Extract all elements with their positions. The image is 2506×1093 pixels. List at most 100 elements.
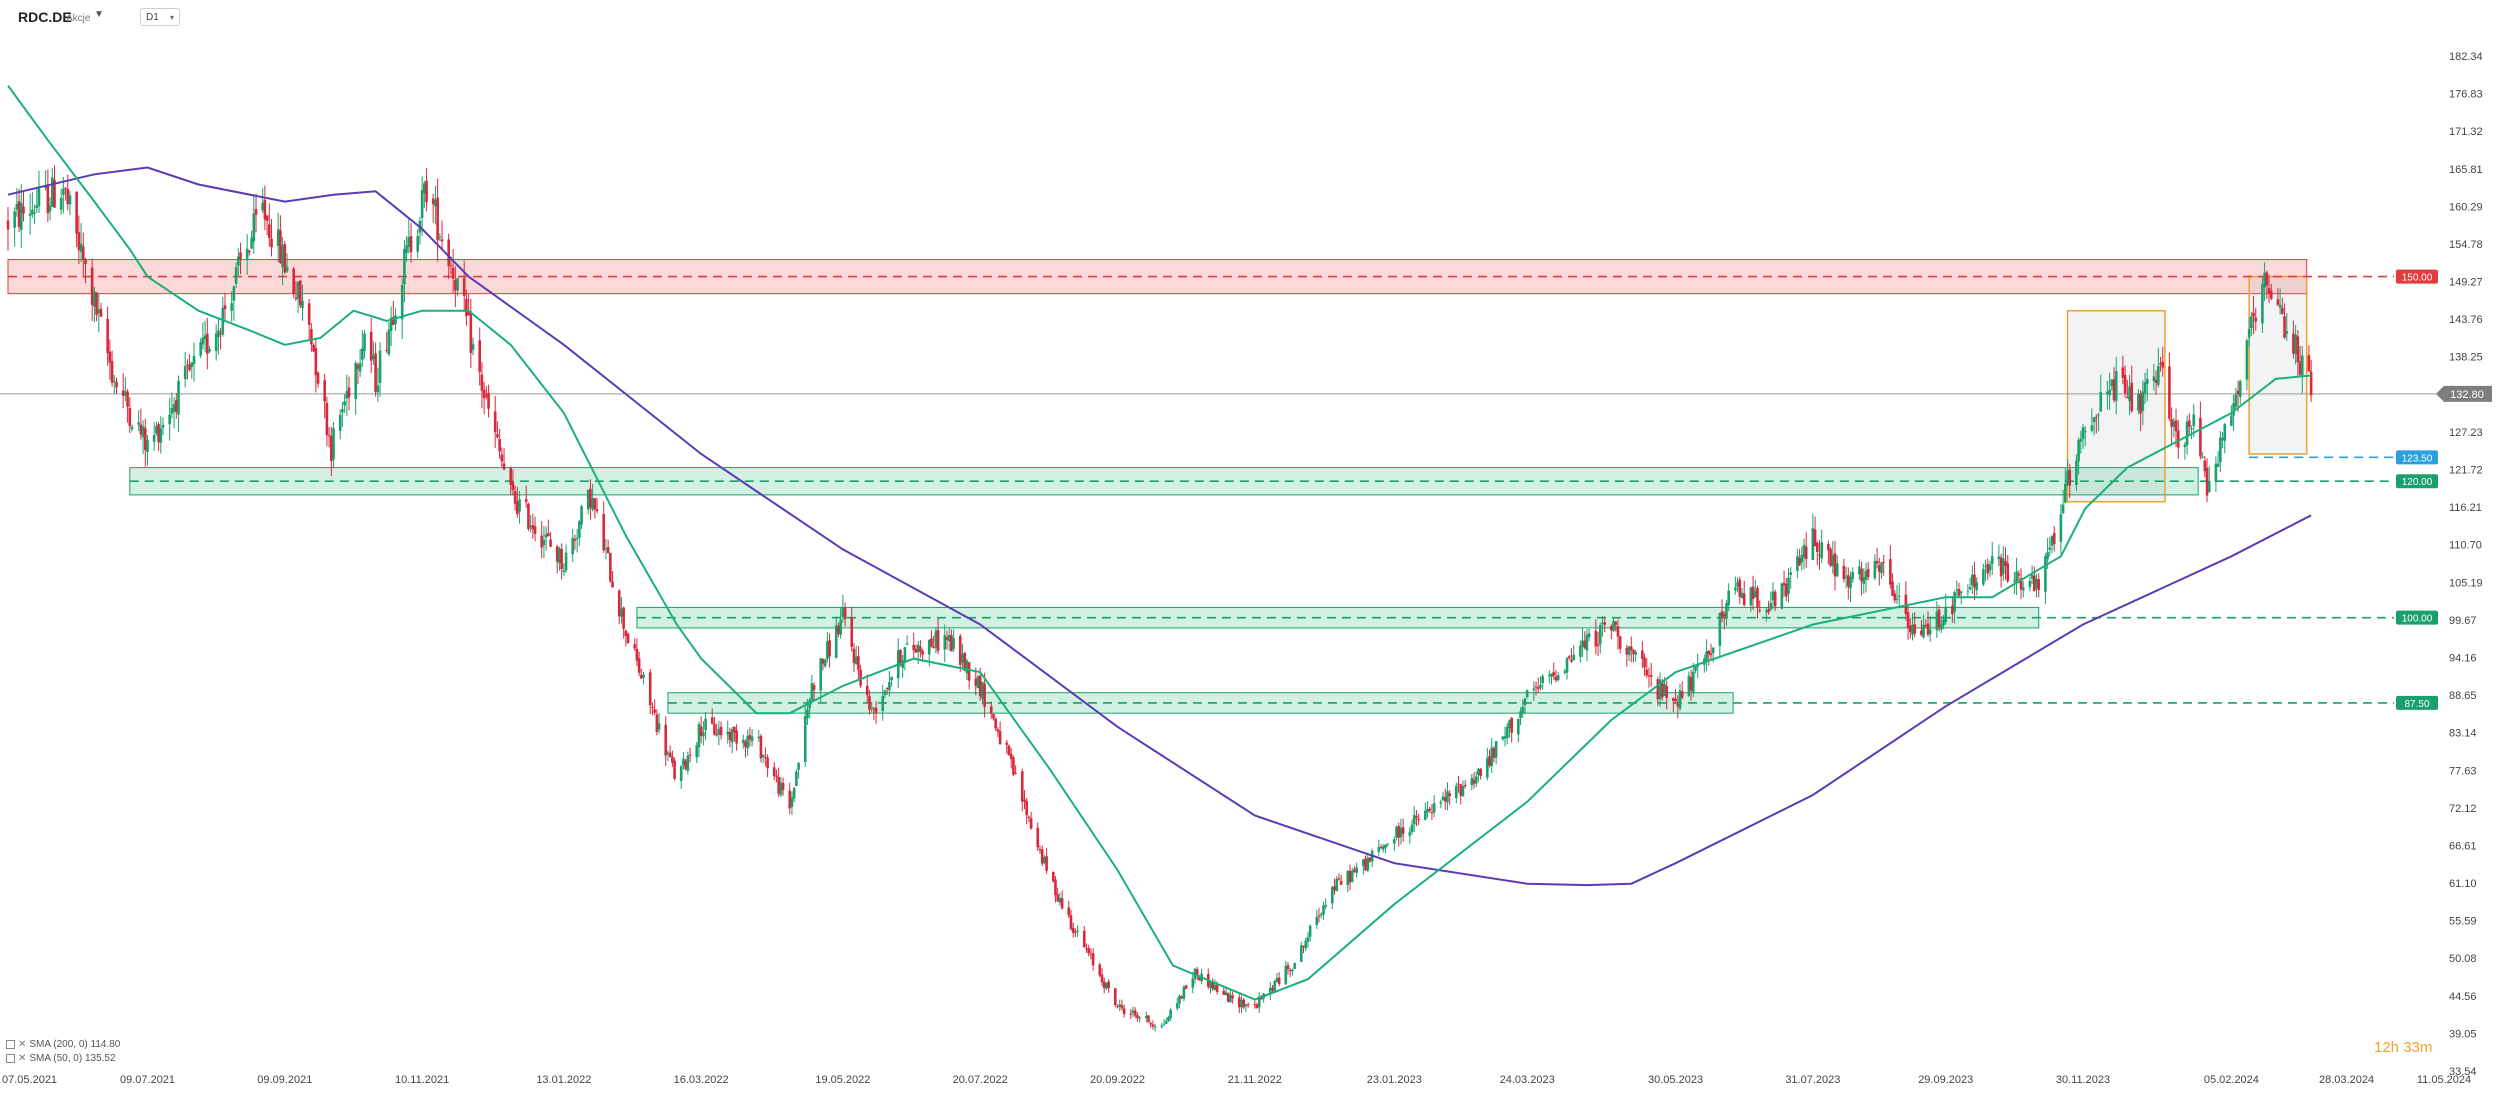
- candle-body: [2309, 371, 2313, 396]
- candle-body: [1136, 1015, 1139, 1019]
- candle-body: [1463, 784, 1467, 786]
- candle-body: [746, 735, 749, 749]
- candle-body: [1182, 986, 1186, 999]
- candle-body: [374, 353, 377, 392]
- candle-body: [961, 654, 964, 663]
- candle-body: [137, 422, 140, 425]
- candle-body: [234, 267, 238, 284]
- level-tag-label: 87.50: [2404, 699, 2429, 710]
- candle-body: [757, 736, 761, 738]
- candle-body: [1058, 898, 1062, 903]
- candle-body: [620, 608, 623, 617]
- candle-body: [1581, 640, 1584, 647]
- candle-body: [1864, 571, 1868, 580]
- candle-body: [1616, 626, 1620, 637]
- candle-body: [478, 340, 481, 373]
- candle-body: [1508, 720, 1511, 729]
- time-tick-label: 28.03.2024: [2319, 1074, 2374, 1086]
- candle-body: [602, 514, 606, 551]
- candle-body: [2192, 414, 2196, 427]
- candle-body: [965, 660, 969, 674]
- candle-body: [294, 297, 298, 299]
- candle-body: [1521, 707, 1525, 714]
- candle-body: [821, 658, 825, 664]
- candle-body: [2307, 355, 2311, 372]
- interval-value: D1: [146, 12, 159, 23]
- candle-body: [2077, 440, 2080, 462]
- candle-body: [571, 537, 575, 555]
- close-icon[interactable]: ✕: [18, 1053, 27, 1064]
- candle-body: [19, 202, 23, 230]
- candle-body: [2254, 317, 2258, 322]
- price-tick-label: 99.67: [2449, 615, 2477, 627]
- candle-body: [2300, 355, 2304, 377]
- candle-body: [33, 212, 36, 214]
- candle-body: [761, 754, 765, 757]
- candle-body: [2015, 571, 2018, 582]
- symbol-dropdown-icon[interactable]: ▼: [94, 9, 104, 20]
- candle-body: [1756, 587, 1759, 608]
- legend-sma50[interactable]: ✕ SMA (50, 0) 135.52: [6, 1053, 116, 1064]
- candle-body: [1244, 1004, 1248, 1007]
- candle-body: [989, 706, 993, 714]
- candle-body: [1255, 1004, 1259, 1009]
- candle-body: [555, 546, 559, 562]
- candle-body: [686, 755, 690, 771]
- candle-body: [1348, 870, 1352, 883]
- candle-body: [276, 229, 280, 247]
- candle-body: [885, 688, 889, 690]
- candle-body: [2030, 574, 2034, 579]
- candle-body: [1908, 625, 1912, 633]
- candle-body: [1552, 672, 1556, 676]
- candle-body: [1942, 619, 1945, 626]
- candle-body: [363, 333, 366, 351]
- candle-body: [1696, 664, 1699, 667]
- interval-select[interactable]: D1 ▾: [140, 8, 180, 26]
- symbol-label[interactable]: RDC.DE: [18, 9, 72, 25]
- candle-body: [1953, 592, 1956, 612]
- candle-body: [958, 636, 962, 665]
- candle-body: [624, 630, 628, 636]
- candle-body: [996, 729, 1000, 732]
- candle-body: [126, 391, 129, 407]
- candle-body: [1893, 593, 1897, 601]
- candle-body: [296, 282, 300, 300]
- candle-body: [330, 436, 333, 462]
- candle-body: [232, 286, 236, 301]
- candle-body: [496, 434, 499, 438]
- candle-body: [715, 734, 718, 736]
- candle-body: [622, 607, 625, 629]
- toggle-icon[interactable]: [6, 1039, 15, 1049]
- legend-sma200[interactable]: ✕ SMA (200, 0) 114.80: [6, 1039, 120, 1050]
- close-icon[interactable]: ✕: [18, 1039, 27, 1050]
- candle-body: [1928, 629, 1932, 635]
- candle-body: [1694, 666, 1697, 671]
- candle-body: [1709, 653, 1713, 656]
- candle-body: [943, 635, 947, 650]
- candle-body: [1494, 741, 1498, 758]
- candle-body: [2232, 403, 2235, 416]
- levels-layer: 150.00 123.50 120.00 100.00 87.50 132.80: [0, 269, 2492, 710]
- candle-body: [1105, 982, 1108, 989]
- candle-body: [183, 366, 187, 379]
- candle-body: [95, 292, 98, 315]
- candle-body: [617, 590, 621, 617]
- candle-body: [312, 345, 315, 352]
- candle-body: [841, 607, 845, 617]
- level-tag: 123.50: [2396, 450, 2438, 465]
- candle-body: [2219, 437, 2222, 463]
- candle-body: [392, 317, 395, 325]
- candle-body: [1926, 623, 1930, 635]
- candle-body: [1585, 634, 1589, 651]
- candle-body: [679, 766, 683, 781]
- candle-body: [750, 736, 754, 742]
- candle-body: [976, 676, 980, 689]
- candle-body: [673, 760, 676, 779]
- candle-body: [684, 760, 687, 769]
- candle-body: [1492, 748, 1496, 758]
- toggle-icon[interactable]: [6, 1053, 15, 1063]
- candle-body: [112, 380, 116, 382]
- candle-body: [781, 783, 785, 790]
- candle-body: [1459, 784, 1463, 796]
